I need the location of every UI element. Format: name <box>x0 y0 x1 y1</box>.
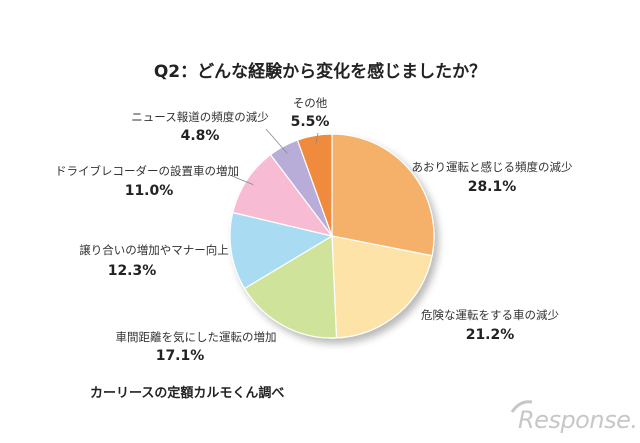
pie-slice <box>296 133 333 237</box>
slice-label: ニュース報道の頻度の減少 <box>131 110 268 124</box>
slice-value-label: 28.1% <box>468 179 517 195</box>
pie-slice <box>331 235 433 339</box>
slice-label: 車間距離を気にした運転の増加 <box>116 330 277 344</box>
leader-lines <box>231 128 319 186</box>
slice-label: あおり運転と感じる頻度の減少 <box>412 160 573 174</box>
pie-slices <box>229 133 435 339</box>
slice-value-label: 12.3% <box>108 263 157 279</box>
pie-slice <box>243 234 338 339</box>
slice-value-label: 11.0% <box>125 183 174 199</box>
pie-slice <box>229 211 334 290</box>
pie-slice <box>331 133 435 257</box>
slice-value-label: 4.8% <box>181 128 220 144</box>
source-note: カーリースの定額カルモくん調べ <box>90 385 284 401</box>
watermark-text: Response. <box>518 406 637 434</box>
slice-label: ドライブレコーダーの設置車の増加 <box>55 164 239 178</box>
slice-value-label: 17.1% <box>156 348 205 364</box>
leader-line <box>265 128 288 154</box>
pie-slice <box>232 153 334 237</box>
chart-title: Q2：どんな経験から変化を感じましたか？ <box>154 61 486 82</box>
slice-value-label: 5.5% <box>291 114 330 130</box>
response-logo: Response. <box>510 400 638 434</box>
slice-label: 譲り合いの増加やマナー向上 <box>79 243 229 257</box>
leader-line <box>315 132 319 144</box>
slice-label: 危険な運転をする車の減少 <box>421 308 559 322</box>
slice-value-label: 21.2% <box>466 327 515 343</box>
slice-label: その他 <box>293 96 328 110</box>
leader-line <box>231 175 254 186</box>
